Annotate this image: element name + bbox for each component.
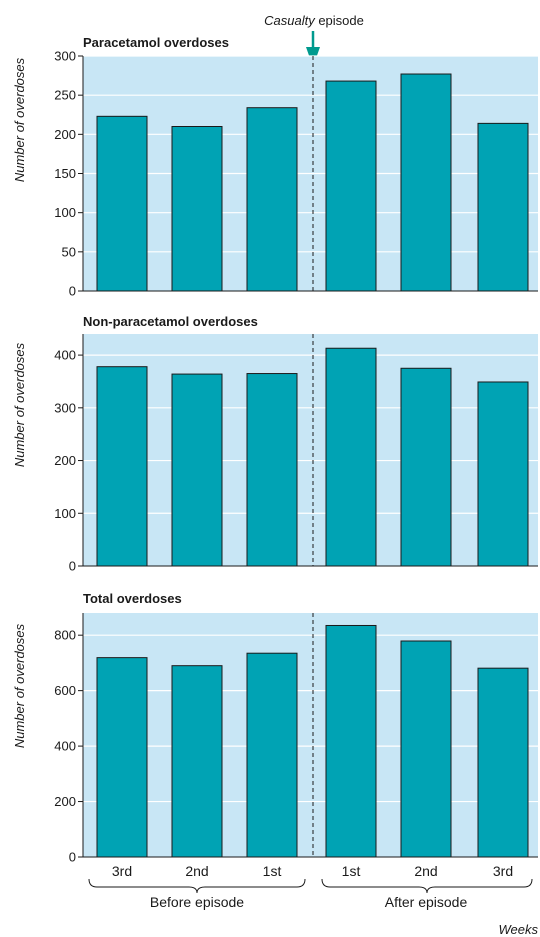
episode-annotation: Casualty episode	[264, 13, 364, 28]
bar	[96, 115, 148, 292]
y-tick-label: 0	[69, 284, 76, 299]
x-tick-label: 2nd	[185, 863, 208, 879]
x-axis-label: Weeks	[499, 922, 539, 937]
bar	[246, 373, 298, 567]
group-label-before: Before episode	[150, 894, 244, 910]
bar	[325, 624, 377, 858]
bar	[96, 657, 148, 858]
plot-background	[83, 613, 538, 857]
episode-annotation-rest: episode	[315, 13, 364, 28]
bar	[246, 107, 298, 292]
bar	[325, 347, 377, 567]
x-tick-label: 2nd	[414, 863, 437, 879]
y-tick-label: 200	[54, 127, 76, 142]
y-tick-label: 400	[54, 739, 76, 754]
bar	[400, 640, 452, 858]
x-tick-label: 1st	[263, 863, 282, 879]
bar	[400, 73, 452, 292]
bar	[171, 373, 223, 567]
x-axis: Before episode After episode Weeks 3rd 2n…	[88, 863, 539, 937]
x-tick-label: 3rd	[112, 863, 132, 879]
y-tick-label: 400	[54, 348, 76, 363]
y-axis-label: Number of overdoses	[12, 342, 27, 467]
y-tick-label: 0	[69, 559, 76, 574]
bar	[477, 122, 529, 292]
group-label-after: After episode	[385, 894, 468, 910]
y-tick-label: 200	[54, 453, 76, 468]
y-tick-label: 50	[62, 244, 76, 259]
y-tick-label: 300	[54, 400, 76, 415]
y-tick-label: 0	[69, 850, 76, 865]
y-axis-label: Number of overdoses	[12, 57, 27, 182]
bar	[477, 667, 529, 858]
bar	[477, 381, 529, 567]
y-tick-label: 100	[54, 205, 76, 220]
y-tick-label: 300	[54, 49, 76, 64]
panel-title-paracetamol: Paracetamol overdoses	[83, 35, 229, 50]
y-tick-label: 200	[54, 794, 76, 809]
panel-title-total: Total overdoses	[83, 591, 182, 606]
bar	[171, 126, 223, 292]
brace-before-episode	[88, 878, 306, 894]
brace-after-episode	[321, 878, 533, 894]
x-tick-label: 1st	[342, 863, 361, 879]
y-axis-label: Number of overdoses	[12, 623, 27, 748]
y-tick-label: 100	[54, 506, 76, 521]
bar	[400, 367, 452, 567]
y-tick-label: 250	[54, 88, 76, 103]
bar	[96, 366, 148, 567]
bar	[246, 652, 298, 858]
episode-annotation-italic: Casualty	[264, 13, 316, 28]
y-tick-label: 800	[54, 628, 76, 643]
panel-non-paracetamol: Non-paracetamol overdoses Number of over…	[12, 314, 538, 574]
bar	[171, 665, 223, 858]
bar	[325, 80, 377, 292]
x-tick-label: 3rd	[493, 863, 513, 879]
panel-total: Total overdoses Number of overdoses 0 200…	[12, 591, 538, 865]
panel-paracetamol: Paracetamol overdoses Number of overdose…	[12, 35, 538, 299]
y-tick-label: 150	[54, 166, 76, 181]
plot-background	[83, 334, 538, 566]
y-tick-label: 600	[54, 683, 76, 698]
panel-title-non-paracetamol: Non-paracetamol overdoses	[83, 314, 258, 329]
